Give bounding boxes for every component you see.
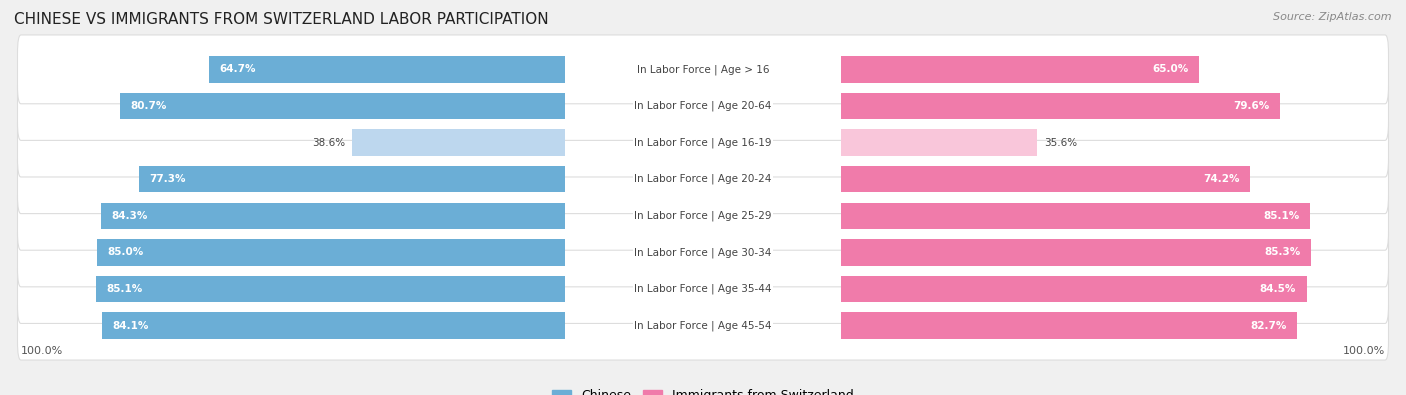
Bar xyxy=(101,312,565,339)
Text: In Labor Force | Age 20-24: In Labor Force | Age 20-24 xyxy=(634,174,772,184)
Text: In Labor Force | Age > 16: In Labor Force | Age > 16 xyxy=(637,64,769,75)
FancyBboxPatch shape xyxy=(17,35,1389,104)
Text: In Labor Force | Age 45-54: In Labor Force | Age 45-54 xyxy=(634,320,772,331)
Text: 100.0%: 100.0% xyxy=(21,346,63,356)
Bar xyxy=(841,93,1279,119)
Text: 100.0%: 100.0% xyxy=(1343,346,1385,356)
Bar xyxy=(353,130,565,156)
Text: In Labor Force | Age 35-44: In Labor Force | Age 35-44 xyxy=(634,284,772,294)
Text: 79.6%: 79.6% xyxy=(1233,101,1270,111)
Bar xyxy=(841,166,1250,192)
Bar xyxy=(841,312,1296,339)
Bar xyxy=(97,239,565,265)
Legend: Chinese, Immigrants from Switzerland: Chinese, Immigrants from Switzerland xyxy=(547,384,859,395)
Text: 38.6%: 38.6% xyxy=(312,137,346,148)
Bar xyxy=(841,276,1306,302)
Text: 85.3%: 85.3% xyxy=(1264,247,1301,258)
Bar xyxy=(101,203,565,229)
Text: 85.0%: 85.0% xyxy=(107,247,143,258)
Bar xyxy=(96,276,565,302)
Bar xyxy=(841,203,1310,229)
FancyBboxPatch shape xyxy=(17,71,1389,140)
Text: 77.3%: 77.3% xyxy=(149,174,186,184)
FancyBboxPatch shape xyxy=(17,291,1389,360)
Bar xyxy=(841,239,1310,265)
FancyBboxPatch shape xyxy=(17,218,1389,287)
Text: 64.7%: 64.7% xyxy=(219,64,256,74)
FancyBboxPatch shape xyxy=(17,145,1389,214)
Bar xyxy=(208,56,565,83)
Text: Source: ZipAtlas.com: Source: ZipAtlas.com xyxy=(1274,12,1392,22)
Bar xyxy=(121,93,565,119)
Text: 65.0%: 65.0% xyxy=(1153,64,1188,74)
Text: 84.5%: 84.5% xyxy=(1260,284,1296,294)
Text: 35.6%: 35.6% xyxy=(1043,137,1077,148)
FancyBboxPatch shape xyxy=(17,108,1389,177)
Text: In Labor Force | Age 30-34: In Labor Force | Age 30-34 xyxy=(634,247,772,258)
Text: 84.3%: 84.3% xyxy=(111,211,148,221)
Text: 85.1%: 85.1% xyxy=(107,284,143,294)
Text: 74.2%: 74.2% xyxy=(1204,174,1240,184)
Text: 84.1%: 84.1% xyxy=(112,321,149,331)
Text: CHINESE VS IMMIGRANTS FROM SWITZERLAND LABOR PARTICIPATION: CHINESE VS IMMIGRANTS FROM SWITZERLAND L… xyxy=(14,12,548,27)
FancyBboxPatch shape xyxy=(17,255,1389,324)
Text: 80.7%: 80.7% xyxy=(131,101,167,111)
Text: 82.7%: 82.7% xyxy=(1250,321,1286,331)
Text: In Labor Force | Age 20-64: In Labor Force | Age 20-64 xyxy=(634,101,772,111)
Bar xyxy=(841,130,1038,156)
Bar xyxy=(139,166,565,192)
Text: 85.1%: 85.1% xyxy=(1263,211,1299,221)
Bar xyxy=(841,56,1199,83)
Text: In Labor Force | Age 16-19: In Labor Force | Age 16-19 xyxy=(634,137,772,148)
Text: In Labor Force | Age 25-29: In Labor Force | Age 25-29 xyxy=(634,211,772,221)
FancyBboxPatch shape xyxy=(17,181,1389,250)
